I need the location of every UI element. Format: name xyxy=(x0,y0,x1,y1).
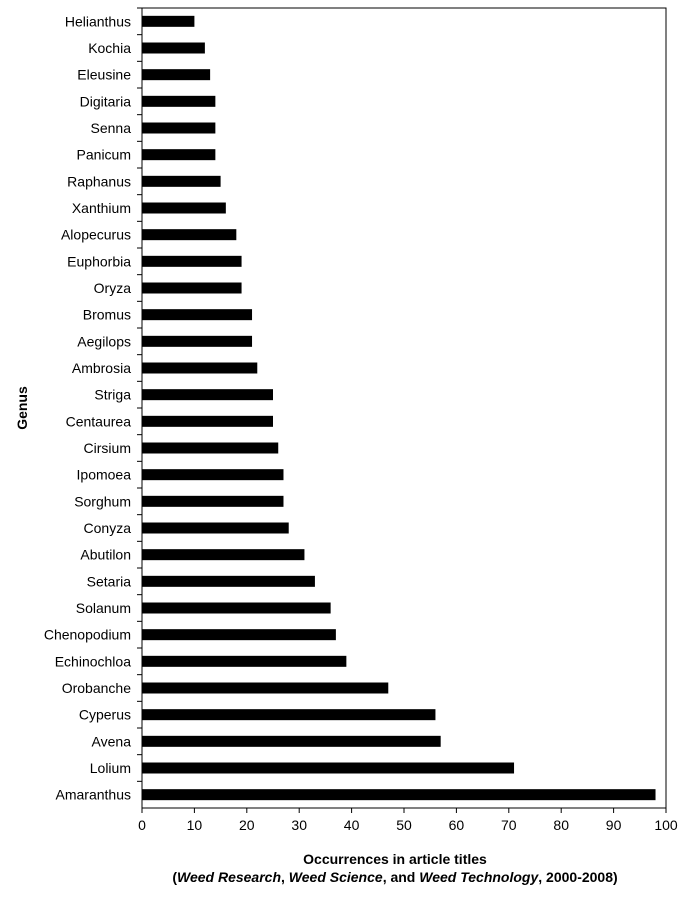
x-tick-label: 70 xyxy=(501,817,517,833)
x-axis-ticks: 0 10 20 30 40 50 60 70 80 90 100 xyxy=(137,7,678,833)
category-label: Cirsium xyxy=(84,440,131,456)
x-tick-label: 30 xyxy=(291,817,307,833)
category-label: Orobanche xyxy=(62,680,131,696)
subtitle-text: , xyxy=(281,869,289,885)
y-axis-title: Genus xyxy=(14,386,30,430)
category-label: Cyperus xyxy=(79,707,131,723)
bar xyxy=(142,575,315,587)
category-label: Xanthium xyxy=(72,200,131,216)
journal-name: Weed Technology xyxy=(419,869,539,885)
x-tick-label: 90 xyxy=(606,817,622,833)
bar xyxy=(142,709,436,721)
category-label: Digitaria xyxy=(80,93,132,109)
bar xyxy=(142,149,216,161)
category-label: Conyza xyxy=(84,520,132,536)
x-tick-label: 100 xyxy=(654,817,678,833)
bar xyxy=(142,495,284,507)
bar xyxy=(142,789,656,801)
bar xyxy=(142,469,284,481)
category-label: Eleusine xyxy=(77,67,131,83)
bar xyxy=(142,95,216,107)
bar xyxy=(142,389,273,401)
category-label: Helianthus xyxy=(65,13,131,29)
category-label: Ambrosia xyxy=(72,360,131,376)
bar xyxy=(142,282,242,294)
x-tick-label: 60 xyxy=(449,817,465,833)
bar xyxy=(142,335,253,347)
category-label: Setaria xyxy=(87,573,132,589)
category-label: Senna xyxy=(91,120,132,136)
bar xyxy=(142,442,279,454)
bar xyxy=(142,602,331,614)
bar xyxy=(142,735,441,747)
category-label: Abutilon xyxy=(80,547,131,563)
bar xyxy=(142,762,515,774)
category-label: Sorghum xyxy=(74,493,131,509)
category-label: Aegilops xyxy=(77,333,131,349)
journal-name: Weed Research xyxy=(177,869,281,885)
x-tick-label: 0 xyxy=(138,817,146,833)
subtitle-text: , and xyxy=(383,869,420,885)
category-label: Alopecurus xyxy=(61,227,131,243)
bar xyxy=(142,229,237,241)
bar xyxy=(142,42,205,54)
bar xyxy=(142,309,253,321)
category-label: Striga xyxy=(94,387,131,403)
x-tick-label: 20 xyxy=(239,817,255,833)
category-label: Kochia xyxy=(88,40,131,56)
x-tick-label: 40 xyxy=(344,817,360,833)
x-axis-subtitle: (Weed Research, Weed Science, and Weed T… xyxy=(172,869,617,885)
bar xyxy=(142,522,289,534)
category-label: Raphanus xyxy=(67,173,131,189)
x-axis-title: Occurrences in article titles xyxy=(303,851,487,867)
bar xyxy=(142,415,273,427)
bar xyxy=(142,255,242,267)
category-label: Oryza xyxy=(94,280,132,296)
subtitle-text: ( xyxy=(172,869,177,885)
bar xyxy=(142,682,389,694)
category-label: Euphorbia xyxy=(67,253,131,269)
category-label: Panicum xyxy=(77,147,131,163)
category-label: Avena xyxy=(92,733,132,749)
category-label: Chenopodium xyxy=(44,627,131,643)
bar xyxy=(142,655,347,667)
x-tick-label: 10 xyxy=(187,817,203,833)
category-label: Solanum xyxy=(76,600,131,616)
x-tick-label: 80 xyxy=(553,817,569,833)
category-label: Bromus xyxy=(83,307,131,323)
category-label: Amaranthus xyxy=(56,787,131,803)
bar xyxy=(142,69,211,81)
category-labels: Helianthus Kochia Eleusine Digitaria Senna Pa… xyxy=(44,13,131,802)
category-label: Centaurea xyxy=(66,413,132,429)
journal-name: Weed Science xyxy=(289,869,383,885)
bar xyxy=(142,629,336,641)
bar xyxy=(142,549,305,561)
x-tick-label: 50 xyxy=(396,817,412,833)
bar xyxy=(142,15,195,27)
category-label: Echinochloa xyxy=(55,653,131,669)
bar xyxy=(142,202,226,214)
bar xyxy=(142,362,258,374)
bar xyxy=(142,122,216,134)
category-label: Ipomoea xyxy=(77,467,132,483)
bars-layer xyxy=(142,15,656,801)
category-label: Lolium xyxy=(90,760,131,776)
subtitle-text: , 2000-2008) xyxy=(538,869,617,885)
bar xyxy=(142,175,221,187)
